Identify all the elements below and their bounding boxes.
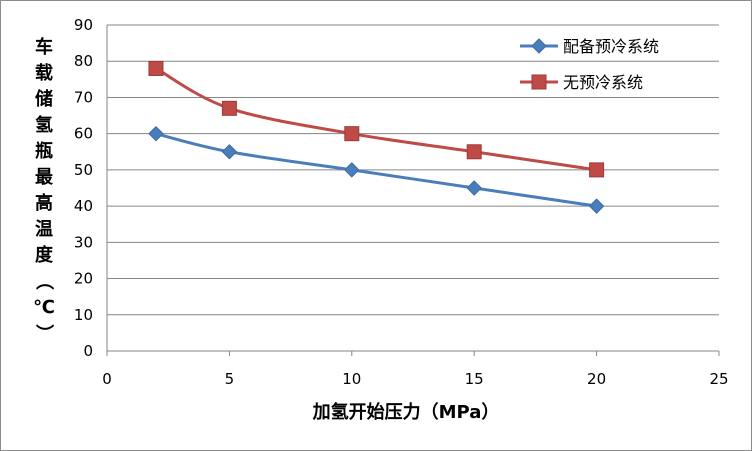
y-axis-title-char: 储 bbox=[34, 88, 53, 110]
y-axis-title-char: 氢 bbox=[35, 114, 53, 136]
y-axis-title-char: ℃ bbox=[33, 297, 55, 318]
series-2-point bbox=[221, 100, 237, 116]
y-tick-labels: 0 10 20 30 40 50 60 70 80 90 bbox=[74, 16, 93, 360]
y-tick-label: 50 bbox=[74, 161, 93, 179]
series-layer bbox=[148, 60, 605, 214]
series-1-point bbox=[466, 180, 482, 196]
y-axis-title-char: 度 bbox=[35, 244, 54, 266]
y-axis-title-char: （ bbox=[33, 272, 54, 290]
series-2-point bbox=[466, 144, 482, 160]
y-tick-label: 0 bbox=[83, 342, 93, 360]
x-tick-label: 0 bbox=[102, 370, 112, 388]
y-tick-label: 10 bbox=[74, 306, 93, 324]
x-tick-labels: 0 5 10 15 20 25 bbox=[102, 351, 729, 388]
y-tick-label: 90 bbox=[74, 16, 93, 34]
series-2-point bbox=[589, 162, 605, 178]
y-axis-title-char: 高 bbox=[35, 192, 53, 214]
series-1-point bbox=[588, 198, 605, 214]
y-axis-title-char: 最 bbox=[35, 167, 54, 188]
y-tick-label: 20 bbox=[74, 270, 93, 288]
y-tick-label: 60 bbox=[74, 125, 93, 143]
y-axis-title-char: 载 bbox=[35, 62, 53, 84]
x-tick-label: 15 bbox=[465, 370, 484, 388]
legend-label-1: 配备预冷系统 bbox=[563, 37, 659, 56]
series-1-point bbox=[344, 162, 360, 178]
y-tick-label: 70 bbox=[74, 88, 93, 106]
legend-marker-1 bbox=[531, 38, 547, 54]
y-axis-title-char: ） bbox=[33, 324, 54, 342]
x-tick-label: 10 bbox=[342, 370, 361, 388]
x-axis-title: 加氢开始压力（MPa） bbox=[312, 401, 500, 423]
y-axis-title-char: 车 bbox=[35, 36, 53, 58]
series-1-point bbox=[148, 125, 164, 142]
series-2-point bbox=[148, 60, 164, 76]
y-tick-label: 40 bbox=[74, 197, 93, 215]
gridlines bbox=[106, 24, 719, 352]
legend-label-2: 无预冷系统 bbox=[563, 73, 643, 92]
legend-marker-2 bbox=[531, 74, 547, 90]
y-axis-title-char: 温 bbox=[35, 219, 53, 240]
y-tick-label: 80 bbox=[74, 52, 93, 70]
x-tick-label: 5 bbox=[225, 370, 235, 388]
x-tick-label: 25 bbox=[709, 370, 728, 388]
series-2-point bbox=[344, 126, 360, 142]
x-tick-label: 20 bbox=[587, 370, 606, 388]
series-line-2 bbox=[155, 67, 597, 172]
y-tick-label: 30 bbox=[74, 233, 93, 251]
series-1-point bbox=[221, 144, 238, 160]
y-axis-title-char: 瓶 bbox=[35, 141, 53, 162]
